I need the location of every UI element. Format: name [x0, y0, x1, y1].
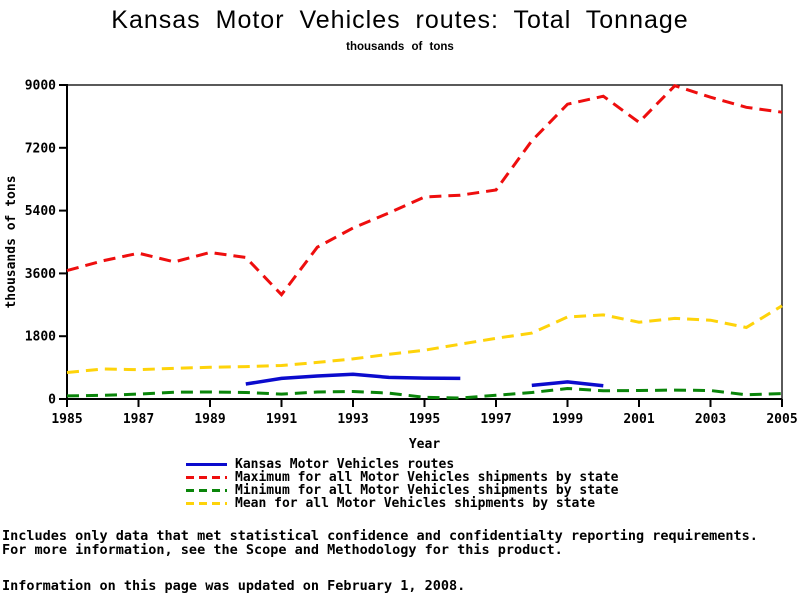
- svg-text:1991: 1991: [266, 412, 297, 427]
- svg-text:0: 0: [48, 393, 56, 408]
- svg-text:thousands of tons: thousands of tons: [4, 175, 19, 308]
- svg-text:1987: 1987: [123, 412, 154, 427]
- svg-text:1993: 1993: [337, 412, 368, 427]
- legend-row-minimum: Minimum for all Motor Vehicles shipments…: [186, 484, 619, 497]
- svg-text:1995: 1995: [409, 412, 440, 427]
- legend-row-kansas: Kansas Motor Vehicles routes: [186, 458, 619, 471]
- svg-text:1800: 1800: [25, 330, 56, 345]
- svg-text:2005: 2005: [766, 412, 797, 427]
- footnote-line-2: For more information, see the Scope and …: [2, 542, 563, 558]
- footnote-line-1: Includes only data that met statistical …: [2, 528, 758, 544]
- tonnage-line-chart: 0 1800 3600 5400 7200 9000 1985 1987 1989 1991 199…: [4, 79, 798, 453]
- legend-swatch-minimum: [186, 489, 227, 492]
- footnote-block: Includes only data that met statistical …: [2, 529, 758, 557]
- svg-text:1989: 1989: [194, 412, 225, 427]
- svg-text:2001: 2001: [623, 412, 654, 427]
- legend-swatch-kansas: [186, 463, 227, 466]
- svg-text:1985: 1985: [51, 412, 82, 427]
- svg-text:2003: 2003: [695, 412, 726, 427]
- legend-label-minimum: Minimum for all Motor Vehicles shipments…: [235, 483, 619, 498]
- svg-text:3600: 3600: [25, 267, 56, 282]
- legend-label-mean: Mean for all Motor Vehicles shipments by…: [235, 496, 596, 511]
- chart-title: Kansas Motor Vehicles routes: Total Tonn…: [111, 6, 689, 34]
- legend-label-maximum: Maximum for all Motor Vehicles shipments…: [235, 470, 619, 485]
- legend-label-kansas: Kansas Motor Vehicles routes: [235, 457, 455, 472]
- legend-swatch-maximum: [186, 476, 227, 479]
- svg-text:5400: 5400: [25, 204, 56, 219]
- chart-legend: Kansas Motor Vehicles routes Maximum for…: [186, 458, 619, 510]
- chart-subtitle: thousands of tons: [346, 41, 454, 53]
- svg-text:Year: Year: [409, 437, 440, 452]
- legend-swatch-mean: [186, 502, 227, 505]
- svg-text:1997: 1997: [480, 412, 511, 427]
- legend-row-mean: Mean for all Motor Vehicles shipments by…: [186, 497, 619, 510]
- svg-text:1999: 1999: [552, 412, 583, 427]
- svg-text:9000: 9000: [25, 79, 56, 94]
- footnote-updated: Information on this page was updated on …: [2, 578, 466, 594]
- svg-text:7200: 7200: [25, 141, 56, 156]
- legend-row-maximum: Maximum for all Motor Vehicles shipments…: [186, 471, 619, 484]
